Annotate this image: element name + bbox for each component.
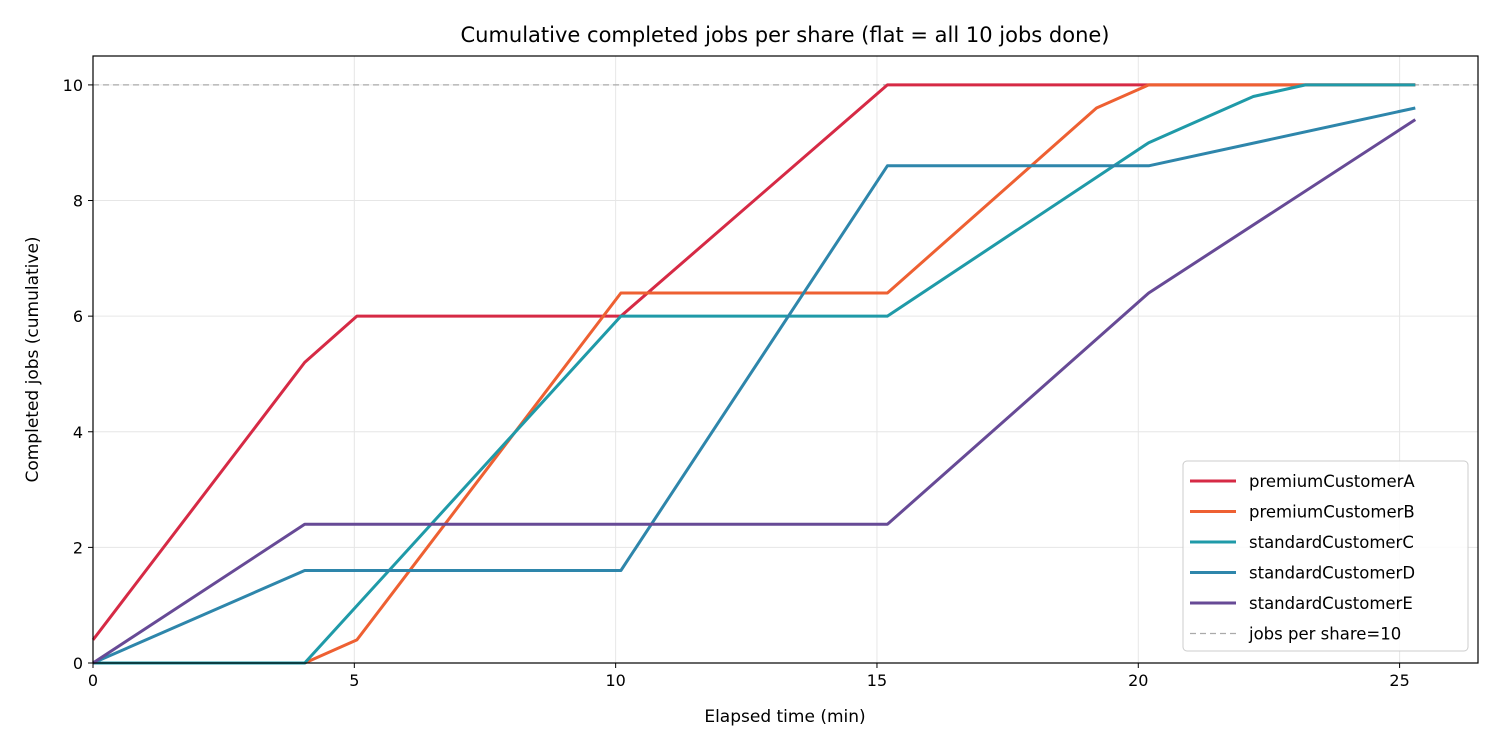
series-line-standardCustomerE bbox=[92, 118, 1417, 665]
x-tick-label: 25 bbox=[1389, 671, 1409, 690]
legend-box bbox=[1182, 460, 1469, 652]
y-tick-label: 6 bbox=[73, 307, 83, 326]
series-line-standardCustomerD bbox=[92, 106, 1416, 665]
ticks: 0 5 10 15 20 25 0 2 4 6 8 10 bbox=[63, 76, 1410, 690]
series-line-premiumCustomerB bbox=[93, 83, 1416, 665]
legend-label: jobs per share=10 bbox=[1248, 625, 1401, 644]
legend-label: premiumCustomerA bbox=[1249, 472, 1415, 491]
x-tick-label: 5 bbox=[349, 671, 359, 690]
x-tick-label: 20 bbox=[1128, 671, 1148, 690]
legend-label: premiumCustomerB bbox=[1249, 503, 1415, 522]
chart-title: Cumulative completed jobs per share (fla… bbox=[460, 23, 1109, 47]
legend-label: standardCustomerE bbox=[1249, 594, 1413, 613]
y-tick-label: 10 bbox=[63, 76, 83, 95]
y-tick-label: 4 bbox=[73, 423, 83, 442]
legend-label: standardCustomerC bbox=[1249, 533, 1414, 552]
series-layer bbox=[91, 83, 1417, 665]
x-axis-label: Elapsed time (min) bbox=[704, 707, 865, 727]
y-tick-label: 8 bbox=[73, 192, 83, 211]
y-axis-label: Completed jobs (cumulative) bbox=[23, 236, 43, 482]
legend: premiumCustomerA premiumCustomerB standard… bbox=[1182, 460, 1469, 652]
y-tick-label: 2 bbox=[73, 538, 83, 557]
y-tick-label: 0 bbox=[73, 654, 83, 673]
series-line-standardCustomerC bbox=[93, 83, 1416, 665]
x-tick-label: 0 bbox=[88, 671, 98, 690]
x-tick-label: 15 bbox=[867, 671, 887, 690]
x-tick-label: 10 bbox=[605, 671, 625, 690]
plot-frame bbox=[92, 55, 1479, 664]
legend-label: standardCustomerD bbox=[1249, 564, 1415, 583]
